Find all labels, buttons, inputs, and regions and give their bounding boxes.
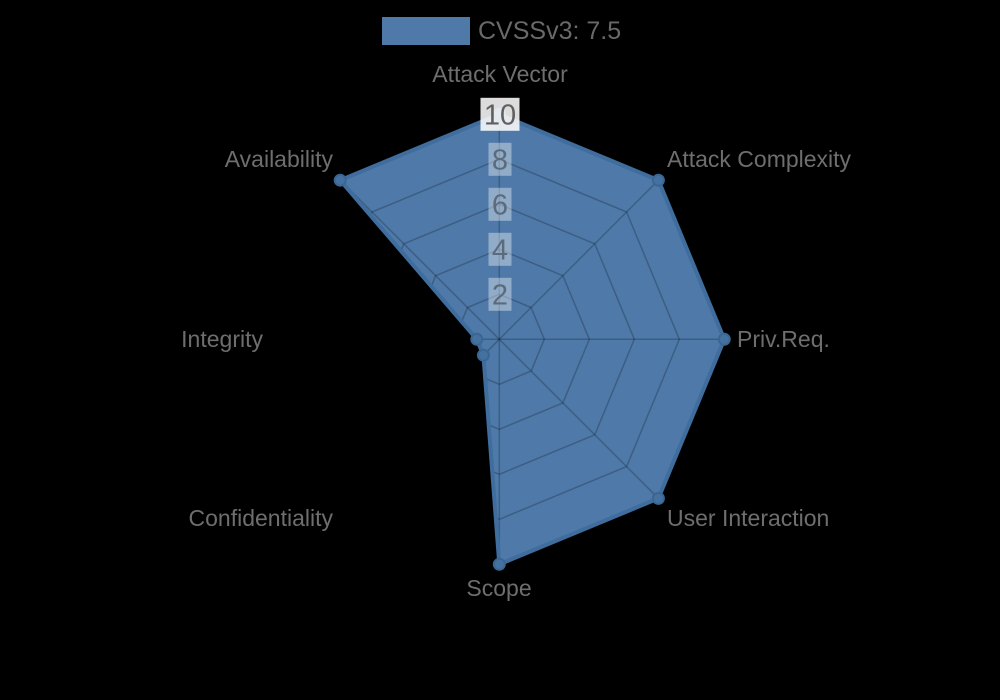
data-point-marker-confidentiality [476, 348, 490, 362]
radar-grid-ring-4 [408, 248, 591, 431]
radial-tick-backdrop-4 [488, 232, 512, 266]
axis-label-scope: Scope [466, 575, 531, 601]
radar-grid-ring-8 [318, 158, 681, 521]
data-point-marker-attack-complexity [651, 173, 665, 187]
radial-tick-label-8: 8 [492, 144, 508, 176]
radial-tick-label-2: 2 [492, 279, 508, 311]
radar-axis-spoke-availability [339, 179, 500, 340]
axis-label-integrity: Integrity [181, 326, 263, 352]
data-point-marker-scope [492, 557, 506, 571]
radial-tick-backdrop-8 [488, 142, 512, 176]
radial-tick-label-6: 6 [492, 189, 508, 221]
radial-tick-backdrop-2 [488, 277, 512, 311]
axis-label-priv-req: Priv.Req. [737, 326, 830, 352]
axis-label-attack-complexity: Attack Complexity [667, 146, 852, 172]
radar-grid-ring-2 [453, 293, 546, 386]
radar-axis-spoke-confidentiality [339, 338, 500, 499]
data-point-marker-availability [333, 173, 347, 187]
data-point-marker-integrity [470, 332, 484, 346]
radar-axis-spoke-attack-complexity [498, 179, 659, 340]
axis-label-attack-vector: Attack Vector [432, 61, 568, 87]
data-point-marker-priv-req [717, 332, 731, 346]
legend-item[interactable]: CVSSv3: 7.5 [382, 17, 621, 45]
legend: CVSSv3: 7.5 [0, 0, 1000, 60]
data-point-marker-user-interaction [651, 491, 665, 505]
radial-tick-label-4: 4 [492, 234, 508, 266]
legend-label: CVSSv3: 7.5 [478, 17, 622, 45]
radar-fill-polygon [340, 114, 725, 565]
radar-grid-ring-6 [363, 203, 636, 476]
radial-tick-backdrop-6 [488, 187, 512, 221]
radar-axis-spoke-user-interaction [498, 338, 659, 499]
legend-swatch [382, 17, 470, 45]
axis-label-confidentiality: Confidentiality [189, 505, 334, 531]
axis-label-user-interaction: User Interaction [667, 505, 829, 531]
axis-label-availability: Availability [225, 146, 334, 172]
radial-tick-label-10: 10 [484, 99, 516, 131]
radial-tick-backdrop-10 [480, 97, 520, 131]
